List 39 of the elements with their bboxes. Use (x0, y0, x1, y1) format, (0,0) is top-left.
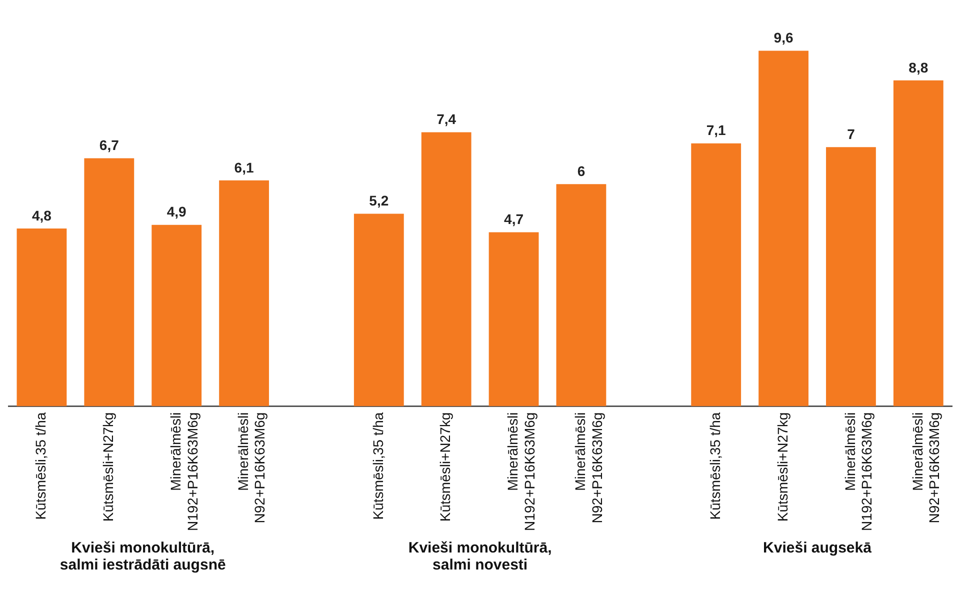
bar (758, 50, 808, 406)
bar (421, 132, 472, 406)
data-label: 4,8 (32, 207, 52, 224)
data-label: 4,9 (166, 204, 187, 220)
bar (152, 224, 202, 406)
data-label: 8,8 (908, 59, 928, 76)
data-label: 7,4 (436, 111, 456, 128)
bar (354, 214, 404, 406)
bar (219, 180, 269, 406)
bar (488, 232, 539, 406)
bar (556, 184, 606, 406)
data-label: 5,2 (369, 192, 389, 209)
x-tick-label: Kūtsmēsli+N27kg (437, 412, 454, 522)
x-tick-label: Kūtsmēsli+N27kg (774, 412, 790, 522)
x-tick-label: Minerālmēsli N92+P16K63M6g (572, 412, 605, 524)
x-tick-label: Minerālmēsli N92+P16K63M6g (909, 412, 942, 524)
x-tick-label: Kūtsmēsli,35 t/ha (706, 412, 723, 520)
data-label: 6 (577, 162, 586, 179)
x-tick-label: Minerālmēsli N92+P16K63M6g (234, 412, 268, 524)
text: Kvieši monokultūrā, salmi novesti (408, 540, 552, 574)
x-tick-label: Kūtsmēsli+N27kg (100, 412, 116, 522)
data-label: 6,7 (99, 137, 120, 154)
data-label: 6,1 (234, 159, 254, 176)
data-label: 4,7 (504, 211, 524, 228)
data-label: 7,1 (706, 122, 726, 138)
x-tick-label: Minerālmēsli N192+P16K63M6g (842, 412, 875, 532)
text: Kvieši augsekā (763, 540, 872, 557)
bar (16, 228, 67, 406)
bar (84, 158, 134, 406)
data-label: 9,6 (774, 30, 794, 46)
data-label: 7 (847, 126, 856, 142)
x-tick-label: Kūtsmēsli,35 t/ha (370, 412, 386, 520)
bar (893, 80, 944, 406)
x-tick-label: Kūtsmēsli,35 t/ha (32, 412, 49, 520)
x-tick-label: Minerālmēsli N192+P16K63M6g (167, 412, 200, 532)
x-tick-label: Minerālmēsli N192+P16K63M6g (504, 412, 538, 532)
bar (826, 147, 876, 406)
bar (691, 143, 742, 406)
text: Kvieši monokultūrā, salmi iestrādāti augsnē (60, 540, 226, 574)
